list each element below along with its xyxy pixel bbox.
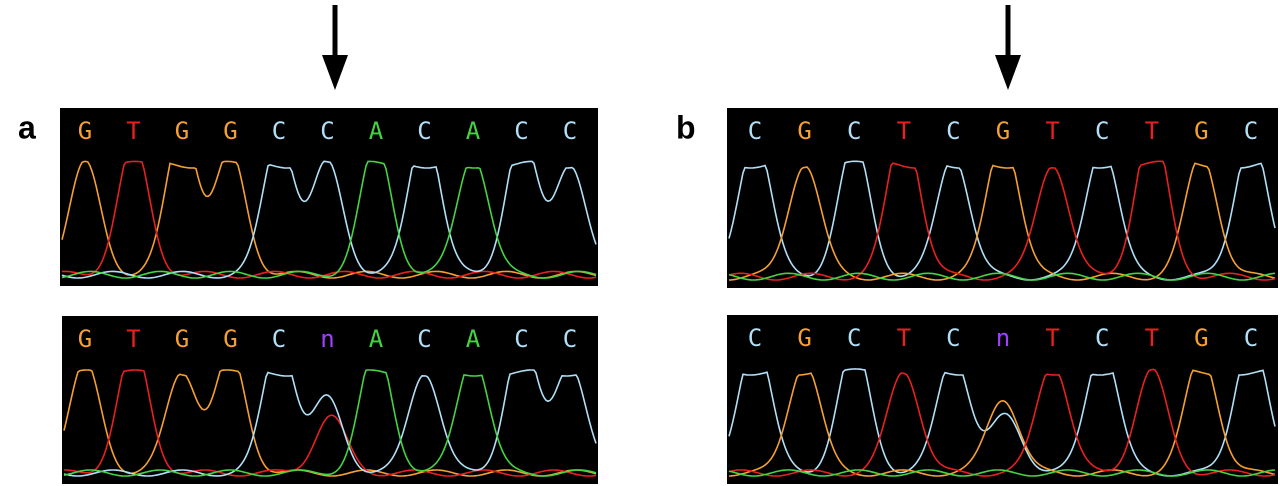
- base-call: A: [466, 117, 481, 145]
- base-call: G: [223, 325, 237, 353]
- base-call: C: [946, 117, 960, 145]
- base-call: C: [1095, 117, 1109, 145]
- panel-label: b: [676, 109, 696, 145]
- trace: [61, 160, 597, 279]
- base-call: C: [1244, 117, 1258, 145]
- base-call: T: [1045, 324, 1059, 352]
- trace: [63, 369, 597, 477]
- trace: [728, 160, 1276, 281]
- base-call: T: [897, 324, 911, 352]
- base-call: C: [847, 324, 861, 352]
- base-call: C: [946, 324, 960, 352]
- base-call: C: [272, 325, 286, 353]
- base-call: G: [78, 325, 92, 353]
- base-call: T: [126, 325, 140, 353]
- base-call: A: [369, 325, 384, 353]
- base-call: G: [175, 117, 189, 145]
- base-call: G: [797, 117, 811, 145]
- arrow-a: [322, 5, 348, 90]
- base-call: C: [1244, 324, 1258, 352]
- base-call: C: [514, 325, 528, 353]
- base-call: C: [1095, 324, 1109, 352]
- trace: [64, 369, 597, 477]
- base-call: C: [272, 117, 286, 145]
- base-call: T: [126, 117, 140, 145]
- base-call: C: [320, 117, 334, 145]
- base-call: T: [1145, 324, 1159, 352]
- trace: [728, 368, 1276, 477]
- trace: [728, 469, 1276, 477]
- base-call: G: [1194, 117, 1208, 145]
- base-call: C: [748, 117, 762, 145]
- trace: [728, 272, 1276, 281]
- base-call: G: [78, 117, 92, 145]
- arrow-b: [995, 5, 1021, 90]
- base-call: A: [369, 117, 384, 145]
- base-call: A: [466, 325, 481, 353]
- panel-label: a: [18, 109, 36, 145]
- base-call: T: [1145, 117, 1159, 145]
- base-call: G: [175, 325, 189, 353]
- base-call: G: [1194, 324, 1208, 352]
- base-call: C: [563, 117, 577, 145]
- trace: [61, 160, 597, 279]
- trace: [61, 160, 597, 279]
- base-call: C: [847, 117, 861, 145]
- base-call: G: [797, 324, 811, 352]
- base-call: n: [996, 324, 1010, 352]
- base-call: C: [748, 324, 762, 352]
- base-call: C: [417, 117, 431, 145]
- base-call: n: [320, 325, 334, 353]
- trace: [728, 369, 1276, 477]
- trace: [728, 162, 1276, 281]
- trace: [61, 160, 597, 279]
- base-call: G: [996, 117, 1010, 145]
- base-call: G: [223, 117, 237, 145]
- base-call: C: [417, 325, 431, 353]
- trace: [63, 369, 597, 477]
- base-call: T: [1045, 117, 1059, 145]
- base-call: C: [563, 325, 577, 353]
- base-call: T: [897, 117, 911, 145]
- trace: [63, 369, 597, 477]
- base-call: C: [514, 117, 528, 145]
